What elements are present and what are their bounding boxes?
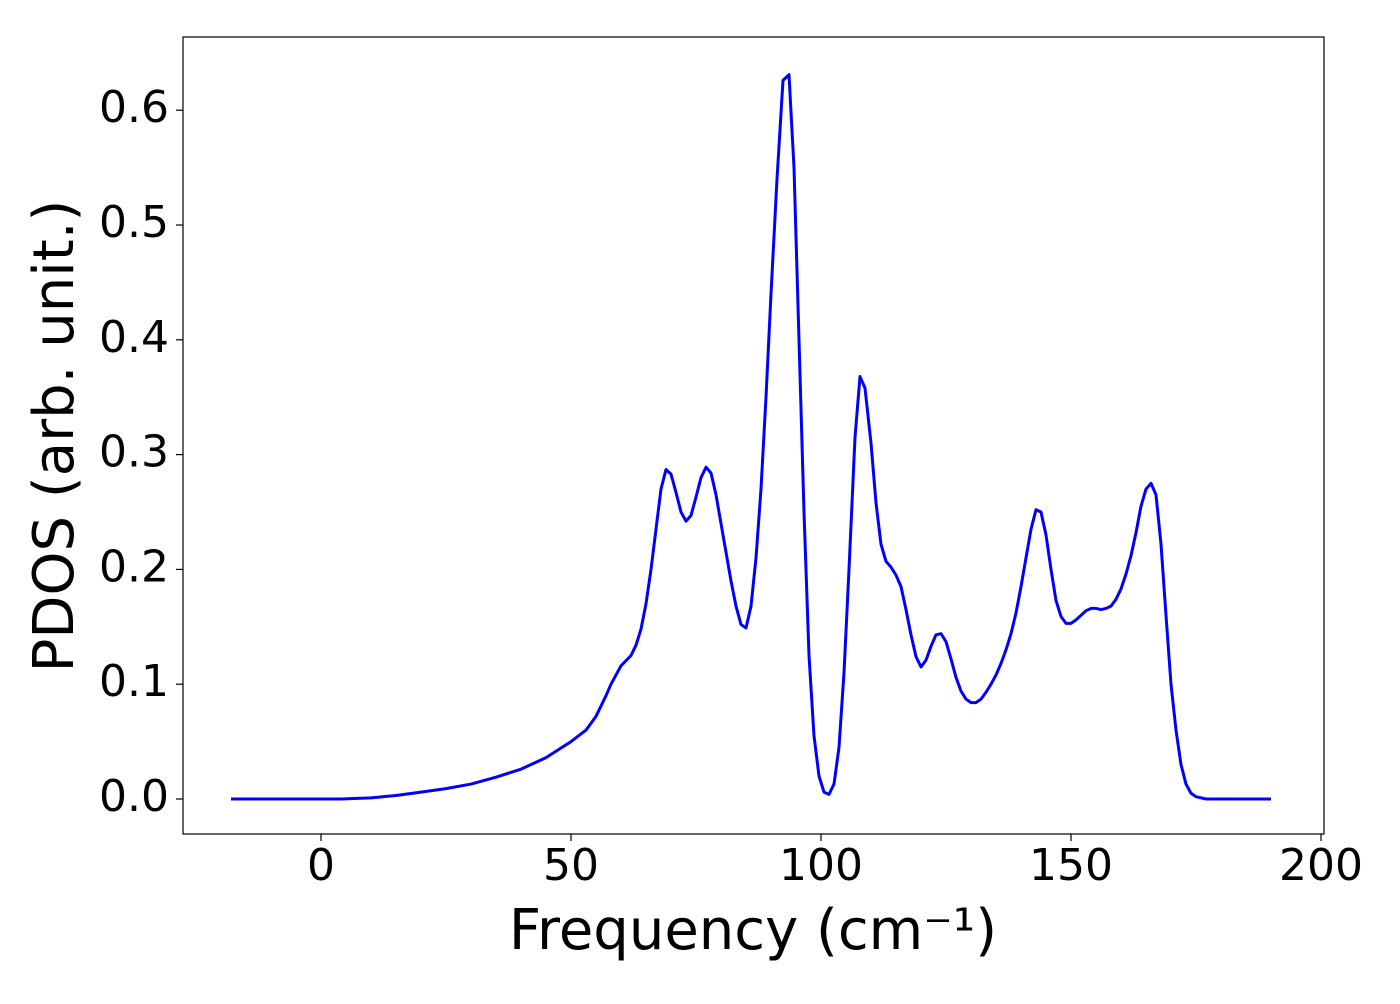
y-tick-label: 0.3 [99,427,169,478]
data-line [231,73,1271,801]
x-tick-label: 100 [779,840,863,891]
x-tick-label: 0 [307,840,335,891]
y-tick-label: 0.2 [99,541,169,592]
plot-frame [182,36,1325,835]
x-axis-label: Frequency (cm⁻¹) [509,898,997,963]
y-tick-label: 0.6 [99,82,169,133]
y-tick-label: 0.5 [99,197,169,248]
x-tick-label: 200 [1279,840,1363,891]
x-tick-label: 50 [543,840,599,891]
x-tick-label: 150 [1029,840,1113,891]
y-tick-label: 0.1 [99,656,169,707]
y-axis-label: PDOS (arb. unit.) [22,200,87,673]
y-tick-label: 0.4 [99,312,169,363]
y-tick-label: 0.0 [99,771,169,822]
